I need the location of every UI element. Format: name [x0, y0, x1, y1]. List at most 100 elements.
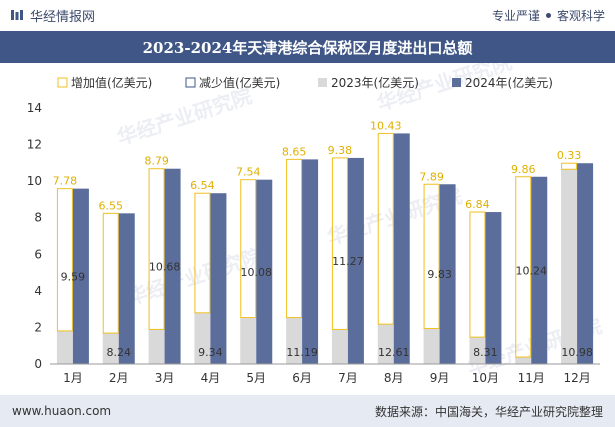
bar-2023	[469, 337, 486, 364]
bar-increase	[561, 162, 578, 170]
x-tick-label: 2月	[109, 371, 129, 385]
bar-increase	[377, 132, 394, 325]
bar-2024	[302, 159, 319, 364]
legend-label: 2024年(亿美元)	[465, 75, 553, 90]
bar-increase	[194, 192, 211, 314]
increase-label: 8.65	[282, 145, 307, 158]
bar-2024	[439, 184, 456, 364]
bar-2023	[331, 329, 348, 364]
increase-label: 10.43	[370, 119, 402, 132]
legend-label: 2023年(亿美元)	[331, 75, 419, 90]
value-2024-label: 10.98	[561, 346, 593, 359]
value-2024-label: 11.19	[286, 346, 318, 359]
brand: 华经情报网	[10, 6, 95, 25]
bar-2023	[56, 330, 73, 364]
footer-website: www.huaon.com	[12, 404, 112, 418]
legend-swatch	[318, 78, 327, 87]
watermark-text: 华经产业研究院	[114, 84, 255, 150]
bar-increase	[286, 158, 303, 319]
bar-2023	[377, 324, 394, 364]
increase-label: 7.54	[236, 166, 261, 179]
bar-increase	[515, 176, 532, 358]
chart-title: 2023-2024年天津港综合保税区月度进出口总额	[142, 38, 473, 57]
increase-label: 9.38	[328, 144, 353, 157]
chart-svg: 华经产业研究院华经产业研究院华经产业研究院华经产业研究院华经产业研究院 增加值(…	[27, 63, 605, 385]
bar-2024	[531, 176, 548, 364]
x-tick-label: 1月	[63, 371, 83, 385]
top-bar: 华经情报网 专业严谨 客观科学	[0, 0, 615, 30]
bar-2023	[423, 328, 440, 364]
value-2024-label: 9.34	[198, 346, 223, 359]
y-tick-label: 2	[34, 320, 42, 334]
bar-2024	[485, 212, 502, 364]
y-axis: 0 2 4 6 8 10 12 14	[27, 101, 42, 371]
x-tick-label: 4月	[201, 371, 221, 385]
x-tick-label: 5月	[246, 371, 266, 385]
footer-source: 数据来源：中国海关，华经产业研究院整理	[374, 404, 603, 419]
value-2024-label: 11.27	[332, 255, 364, 268]
bar-2023	[148, 329, 165, 364]
bar-increase	[423, 183, 440, 330]
bar-2023	[102, 333, 119, 364]
chart-title-bar: 2023-2024年天津港综合保税区月度进出口总额	[0, 31, 615, 63]
tagline-left: 专业严谨	[491, 8, 540, 23]
value-2024-label: 10.68	[149, 260, 181, 273]
increase-label: 7.78	[53, 175, 78, 188]
bar-2024	[347, 157, 364, 364]
bar-2023	[515, 357, 532, 364]
bar-2023	[561, 169, 578, 364]
value-2024-label: 8.24	[107, 346, 132, 359]
brand-logo-icon	[11, 10, 23, 20]
y-tick-label: 10	[27, 174, 42, 188]
x-tick-label: 9月	[430, 371, 450, 385]
legend-swatch	[57, 77, 68, 88]
increase-label: 7.89	[419, 170, 444, 183]
bar-2024	[210, 193, 227, 364]
y-tick-label: 12	[27, 138, 42, 152]
increase-label: 9.86	[511, 163, 536, 176]
legend-label: 增加值(亿美元)	[71, 75, 152, 90]
value-2024-label: 9.83	[427, 268, 452, 281]
bars: 7.78 9.59 6.55 8.24 8.79 10.68 6.54 9.34 7.54 10.…	[53, 119, 594, 364]
tagline: 专业严谨 客观科学	[492, 7, 605, 24]
x-tick-label: 10月	[472, 371, 499, 385]
bar-increase	[148, 168, 165, 330]
tagline-dot-icon	[545, 12, 551, 18]
x-tick-label: 11月	[518, 371, 545, 385]
y-tick-label: 4	[34, 284, 42, 298]
legend-swatch	[185, 77, 196, 88]
bar-2024	[118, 213, 135, 364]
x-tick-label: 7月	[338, 371, 358, 385]
bar-increase	[469, 211, 486, 338]
legend-label: 减少值(亿美元)	[199, 75, 280, 90]
x-tick-label: 12月	[563, 371, 590, 385]
increase-label: 6.55	[99, 199, 124, 212]
footer: www.huaon.com 数据来源：中国海关，华经产业研究院整理	[0, 395, 615, 427]
bar-2023	[286, 317, 303, 364]
increase-label: 0.33	[557, 149, 582, 162]
y-tick-label: 0	[34, 357, 42, 371]
x-tick-label: 3月	[155, 371, 175, 385]
bar-2023	[240, 317, 257, 364]
brand-name: 华经情报网	[30, 9, 96, 25]
increase-label: 6.54	[190, 179, 215, 192]
bar-increase	[331, 157, 348, 330]
increase-label: 8.79	[144, 155, 169, 168]
y-tick-label: 8	[34, 211, 42, 225]
value-2024-label: 10.24	[516, 264, 548, 277]
value-2024-label: 9.59	[61, 270, 86, 283]
legend: 增加值(亿美元) 减少值(亿美元) 2023年(亿美元) 2024年(亿美元)	[57, 75, 553, 90]
x-tick-label: 6月	[292, 371, 312, 385]
bar-increase	[240, 179, 257, 319]
value-2024-label: 10.08	[241, 266, 273, 279]
bar-2024	[72, 188, 89, 364]
x-tick-label: 8月	[384, 371, 404, 385]
y-tick-label: 6	[34, 247, 42, 261]
legend-swatch	[452, 78, 461, 87]
x-axis: 1月 2月 3月 4月 5月 6月 7月 8月 9月 10月 11月 12月	[50, 363, 600, 385]
bar-increase	[56, 188, 73, 332]
bar-2023	[194, 312, 211, 364]
bar-2024	[393, 133, 410, 364]
bar-2024	[256, 179, 273, 364]
